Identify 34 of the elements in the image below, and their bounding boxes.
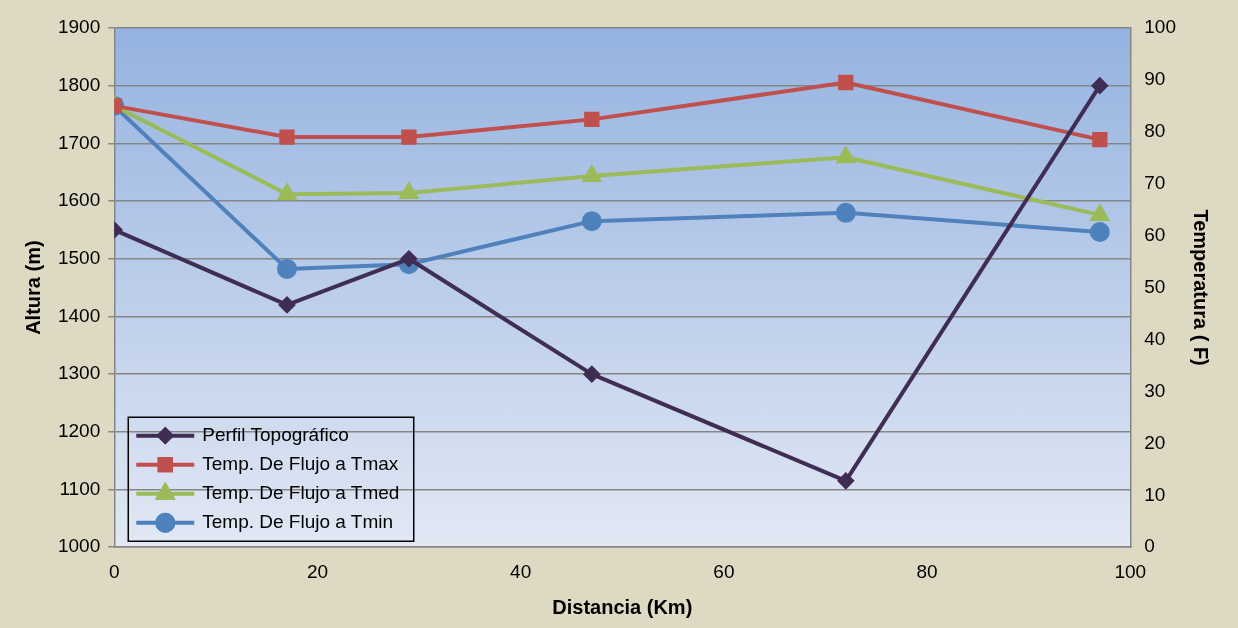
y2-tick-label: 90	[1144, 68, 1166, 90]
y2-axis-title: Temperatura ( F)	[1190, 209, 1213, 366]
y-tick-label: 1200	[57, 420, 101, 442]
y2-tick-label: 30	[1144, 379, 1166, 401]
y-tick-label: 1700	[57, 131, 101, 153]
y-axis-title: Altura (m)	[21, 240, 44, 335]
y2-tick-label: 80	[1144, 120, 1166, 142]
y-tick-label: 1600	[57, 189, 101, 211]
y2-tick-label: 0	[1144, 535, 1155, 557]
x-tick-label: 0	[108, 560, 120, 582]
y2-tick-label: 100	[1144, 16, 1176, 38]
x-tick-label: 60	[713, 560, 735, 582]
x-tick-label: 80	[916, 560, 938, 582]
legend-label: Temp. De Flujo a Tmax	[202, 452, 399, 474]
legend-label: Temp. De Flujo a Tmed	[202, 481, 400, 503]
y-tick-label: 1400	[57, 304, 101, 326]
legend-label: Temp. De Flujo a Tmin	[202, 510, 394, 532]
y2-tick-label: 60	[1144, 223, 1166, 245]
y-tick-label: 1900	[57, 16, 101, 38]
legend-label: Perfil Topográfico	[202, 423, 349, 445]
y-tick-label: 1800	[57, 73, 101, 95]
y-tick-label: 1300	[57, 362, 101, 384]
x-tick-label: 20	[306, 560, 329, 582]
y-tick-label: 1000	[57, 535, 101, 557]
y2-tick-label: 40	[1144, 327, 1166, 349]
y-tick-label: 1500	[57, 246, 101, 268]
y2-tick-label: 20	[1144, 431, 1166, 453]
y2-tick-label: 50	[1144, 275, 1166, 297]
x-axis-title: Distancia (Km)	[552, 595, 693, 618]
y2-tick-label: 10	[1144, 483, 1166, 505]
x-tick-label: 40	[510, 560, 532, 582]
y2-tick-label: 70	[1144, 171, 1166, 193]
y-tick-label: 1100	[59, 477, 101, 499]
x-tick-label: 100	[1114, 560, 1147, 582]
